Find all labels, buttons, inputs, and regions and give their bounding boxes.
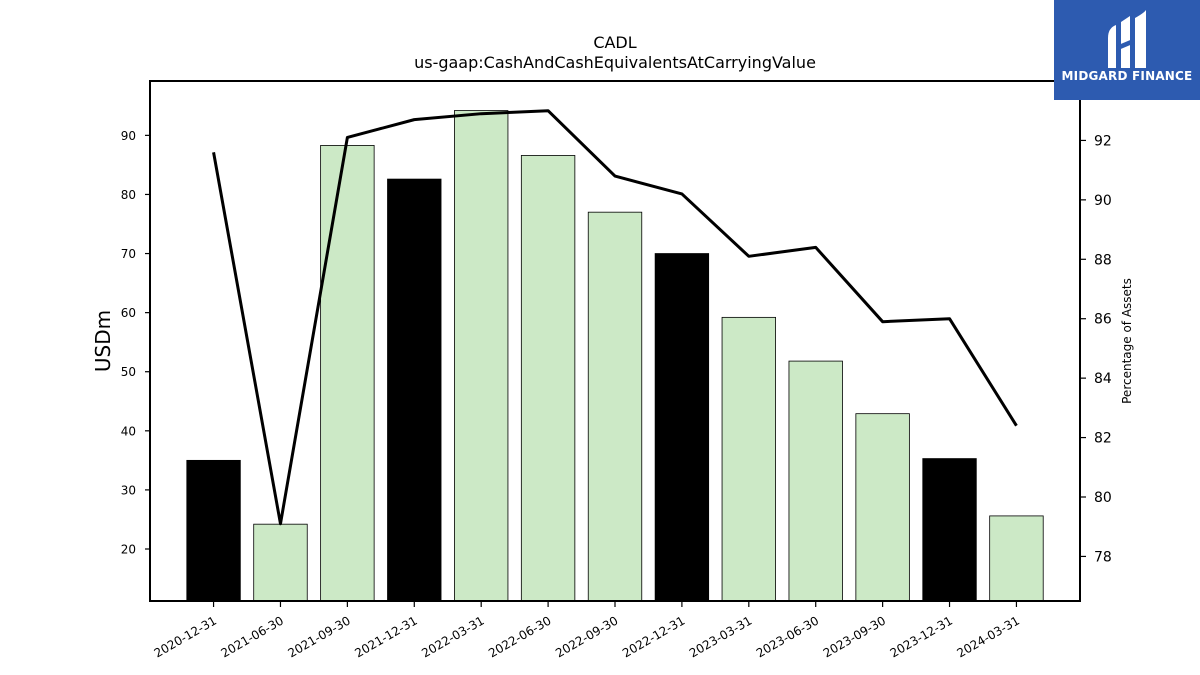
bar-2023-06-30 (788, 360, 843, 602)
bar-2023-09-30 (855, 413, 910, 602)
y2-tick-label: 92 (1094, 133, 1112, 149)
bar-2020-12-31 (186, 459, 241, 602)
y-tick-label: 50 (121, 365, 136, 379)
bar-2021-09-30 (320, 145, 375, 602)
plot-area: 20 30 40 50 60 70 80 90 78 80 82 84 86 88 90 92 2020-12-… (121, 80, 1112, 660)
y-tick-label: 60 (121, 306, 136, 320)
x-tick-label: 2021-09-30 (285, 613, 352, 660)
y-axis-label: USDm (91, 310, 115, 372)
y2-tick-label: 80 (1094, 490, 1112, 506)
x-tick-label: 2022-12-31 (620, 613, 687, 660)
x-tick-label: 2020-12-31 (152, 613, 219, 660)
y-tick-label: 30 (121, 483, 136, 497)
chart-title: CADL (593, 33, 636, 52)
y2-axis-label: Percentage of Assets (1120, 278, 1134, 404)
bar-2022-06-30 (520, 155, 576, 602)
y2-tick-label: 88 (1094, 252, 1112, 268)
x-tick-label: 2022-09-30 (553, 613, 620, 660)
x-tick-label: 2023-12-31 (888, 613, 955, 660)
y-tick-label: 90 (121, 129, 136, 143)
x-tick-label: 2023-09-30 (821, 613, 888, 660)
y-tick-label: 80 (121, 188, 136, 202)
bar-2021-06-30 (253, 523, 308, 602)
bar-2024-03-31 (989, 515, 1044, 602)
x-tick-label: 2022-06-30 (486, 613, 553, 660)
y-tick-label: 40 (121, 424, 136, 438)
bar-2022-09-30 (587, 211, 643, 602)
bar-2023-03-31 (721, 316, 776, 602)
y2-tick-label: 78 (1094, 549, 1112, 565)
brand-logo: MIDGARD FINANCE (1054, 0, 1200, 100)
y-tick-label: 20 (121, 543, 136, 557)
chart-subtitle: us-gaap:CashAndCashEquivalentsAtCarrying… (414, 53, 816, 72)
x-tick-label: 2024-03-31 (955, 613, 1022, 660)
percentage-line (212, 109, 1018, 526)
logo-text: MIDGARD FINANCE (1061, 69, 1193, 83)
y2-tick-label: 90 (1094, 193, 1112, 209)
x-tick-label: 2023-06-30 (754, 613, 821, 660)
bar-2021-12-31 (387, 178, 442, 602)
y-tick-label: 70 (121, 247, 136, 261)
y2-tick-label: 86 (1094, 312, 1112, 328)
x-tick-label: 2022-03-31 (419, 613, 486, 660)
x-tick-label: 2021-06-30 (219, 613, 286, 660)
bar-2022-12-31 (654, 253, 710, 602)
bar-2022-03-31 (454, 110, 509, 602)
y2-tick-label: 84 (1094, 371, 1112, 387)
bar-2023-12-31 (922, 458, 977, 602)
midgard-logo-icon (1108, 10, 1146, 68)
x-tick-label: 2023-03-31 (687, 613, 754, 660)
y2-tick-label: 82 (1094, 431, 1112, 447)
x-tick-label: 2021-12-31 (352, 613, 419, 660)
